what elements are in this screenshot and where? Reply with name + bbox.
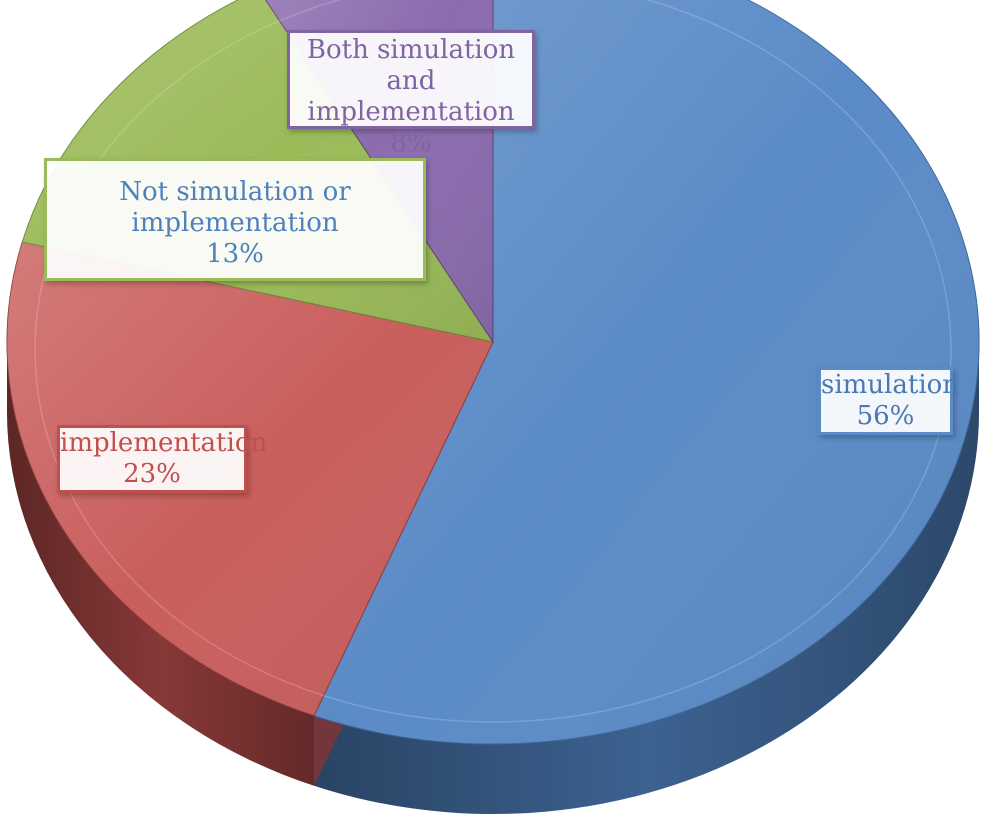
slice-label-both-line1: Both simulation and [306,35,516,96]
slice-label-simulation-value: 56% [856,401,915,431]
slice-label-both-value: 8% [390,128,432,158]
slice-label-both: Both simulation and implementation 8% [287,30,535,158]
pie-bevel-ring [34,0,952,723]
slice-label-not-simulation-value: 13% [206,239,264,269]
slice-label-both-line2: implementation [307,97,515,127]
slice-label-not-simulation: Not simulation or implementation 13% [44,158,426,281]
slice-label-implementation-line1: implementation [60,428,268,458]
slice-label-not-simulation-line2: implementation [131,208,339,238]
slice-label-implementation: implementation 23% [57,425,268,493]
slice-label-simulation: simulation 56% [818,367,960,435]
slice-label-not-simulation-line1: Not simulation or [119,177,351,207]
slice-label-simulation-line1: simulation [821,370,960,400]
pie-side-shade-simulation [314,342,980,815]
pie-slice-sheen-implementation [7,242,494,716]
slice-label-implementation-value: 23% [123,459,181,489]
pie-slice-sheen-simulation [314,0,979,744]
pie-side-shade-implementation [7,342,315,786]
